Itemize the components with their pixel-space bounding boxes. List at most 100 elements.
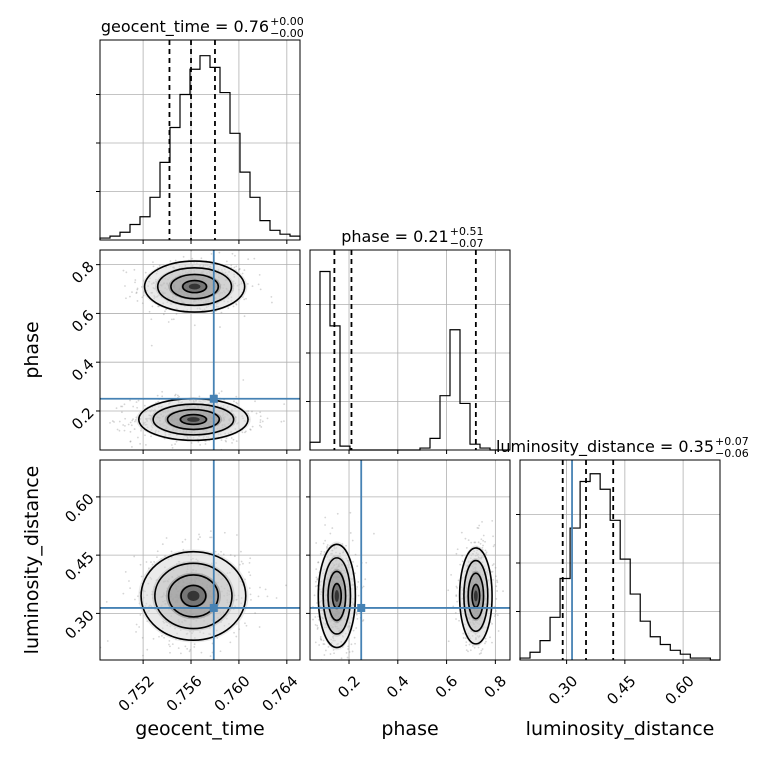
title-minus: −0.06 [715, 447, 749, 460]
sample-point [158, 264, 161, 267]
sample-point [127, 423, 130, 426]
sample-point [129, 587, 132, 590]
sample-point [495, 585, 498, 588]
sample-point [455, 585, 458, 588]
sample-point [254, 400, 256, 403]
scatter-panel-phase-luminosity_distance: 0.2 0.4 0.6 0.8 [306, 459, 511, 702]
sample-point [351, 650, 354, 653]
hist-bar [140, 217, 150, 240]
sample-point [225, 437, 228, 440]
sample-point [253, 666, 255, 668]
sample-point [235, 401, 238, 404]
sample-point [197, 538, 200, 541]
sample-point [200, 257, 203, 260]
sample-point [482, 544, 484, 547]
sample-point [349, 511, 352, 514]
sample-point [160, 634, 163, 637]
sample-point [150, 344, 153, 347]
sample-point [125, 271, 128, 274]
sample-point [161, 395, 164, 398]
sample-point [232, 305, 235, 308]
sample-point [502, 590, 504, 593]
sample-point [447, 640, 450, 643]
sample-point [257, 283, 260, 286]
hist-bar [120, 232, 130, 240]
sample-point [134, 420, 136, 423]
sample-point [175, 440, 178, 443]
sample-point [348, 651, 351, 653]
sample-point [348, 669, 350, 671]
sample-point [135, 623, 138, 626]
hist-bar [250, 197, 260, 240]
sample-point [259, 586, 261, 589]
sample-point [242, 379, 245, 381]
sample-point [271, 301, 273, 304]
sample-point [132, 418, 134, 421]
sample-point [496, 581, 499, 584]
sample-point [136, 300, 139, 302]
ylabel-phase: phase [21, 321, 43, 378]
sample-point [491, 570, 494, 573]
sample-point [492, 545, 495, 548]
sample-point [465, 546, 468, 549]
sample-point [199, 443, 202, 446]
sample-point [152, 265, 155, 268]
sample-point [178, 395, 180, 398]
sample-point [328, 666, 330, 668]
sample-point [480, 652, 482, 654]
hist-bar [610, 520, 620, 660]
sample-point [129, 440, 132, 443]
hist-line-luminosity_distance [519, 473, 721, 661]
sample-point [129, 430, 132, 433]
contour-line [181, 279, 208, 294]
sample-point [137, 436, 139, 439]
sample-point [353, 636, 356, 639]
panel-content [100, 530, 287, 668]
sample-point [118, 420, 121, 423]
sample-point [248, 561, 251, 564]
hist-bar [270, 230, 280, 240]
sample-point [129, 440, 132, 443]
sample-point [373, 532, 375, 535]
sample-point [494, 575, 497, 578]
sample-point [485, 640, 487, 643]
contour-line [327, 570, 347, 622]
sample-point [148, 310, 151, 313]
sample-point [124, 571, 127, 573]
sample-point [249, 593, 252, 596]
sample-point [233, 555, 236, 558]
contour-line [467, 572, 485, 620]
sample-point [336, 512, 339, 515]
sample-point [326, 544, 329, 546]
sample-point [133, 428, 136, 430]
sample-point [349, 532, 352, 534]
sample-point [314, 641, 317, 644]
sample-point [316, 628, 319, 630]
sample-point [184, 645, 187, 648]
sample-point [135, 291, 138, 294]
sample-point [484, 549, 487, 552]
sample-point [467, 539, 470, 541]
panel-phase-luminosity_distance-xtick-label: 0.8 [481, 672, 511, 702]
sample-point [168, 639, 171, 642]
sample-point [143, 404, 146, 407]
sample-point [180, 652, 182, 655]
hist-bar [670, 650, 680, 660]
sample-point [478, 653, 481, 655]
hist-bar [650, 637, 660, 660]
sample-point [478, 661, 480, 663]
sample-point [172, 318, 175, 321]
sample-point [319, 637, 322, 640]
title-plus: +0.07 [715, 435, 749, 448]
sample-point [318, 644, 321, 646]
sample-point [131, 291, 133, 294]
sample-point [251, 410, 253, 413]
sample-point [125, 297, 127, 300]
panel-title-phase: phase = 0.21 +0.51−0.07 [341, 225, 483, 250]
sample-point [169, 645, 171, 648]
sample-point [121, 411, 123, 414]
sample-point [270, 295, 273, 298]
density-level [473, 590, 478, 602]
sample-point [259, 411, 262, 414]
